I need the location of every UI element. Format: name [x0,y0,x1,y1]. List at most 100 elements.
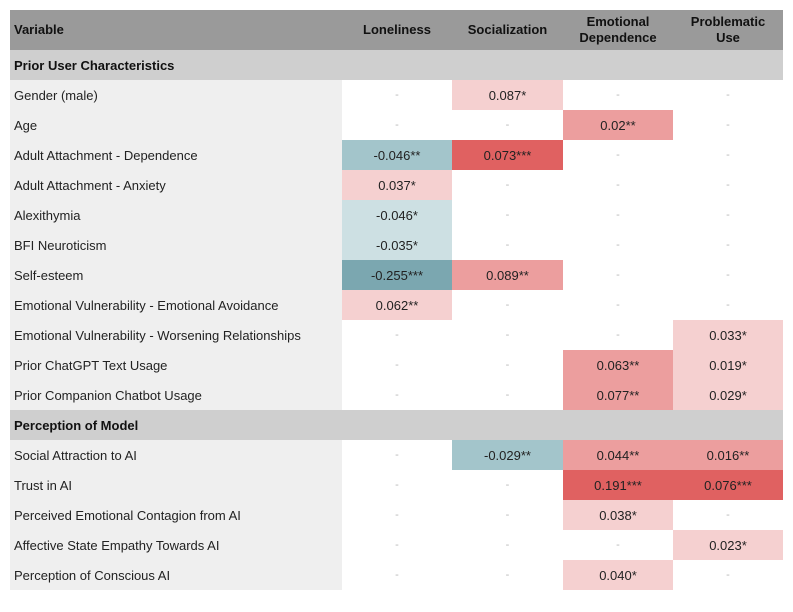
table-body: Prior User Characteristics Gender (male) -… [10,50,783,590]
coefficient-cell: - [505,119,510,131]
coefficient-cell: - [395,479,399,491]
coefficient-cell: 0.076*** [673,470,783,500]
coefficient-cell: - [616,299,620,311]
coefficient-cell: - [616,209,620,221]
row-label: Gender (male) [10,80,342,110]
header-emotional-dependence-line2: Dependence [579,30,657,45]
table-row: Prior Companion Chatbot Usage - - 0.077** 0.… [10,380,783,410]
coefficient-cell: - [505,539,510,551]
coefficient-cell: - [395,329,399,341]
coefficient-cell: - [395,389,399,401]
coefficient-cell: - [726,239,730,251]
coefficient-cell: - [616,149,620,161]
coefficient-cell: - [616,179,620,191]
header-variable: Variable [14,22,64,37]
row-label: Prior Companion Chatbot Usage [10,380,342,410]
table-row: Self-esteem -0.255*** 0.089** - - [10,260,783,290]
coefficient-cell: - [726,509,730,521]
coefficient-cell: - [726,149,730,161]
coefficient-cell: - [616,329,620,341]
coefficient-cell: - [726,569,730,581]
coefficient-cell: 0.089** [452,260,563,290]
regression-table-container: Variable Loneliness Socialization Emotio… [10,10,783,590]
table-row: Emotional Vulnerability - Worsening Rela… [10,320,783,350]
coefficient-cell: -0.035* [342,230,452,260]
coefficient-cell: - [726,209,730,221]
coefficient-cell: -0.255*** [342,260,452,290]
table-row: Adult Attachment - Dependence -0.046** 0.0… [10,140,783,170]
row-label: Adult Attachment - Anxiety [10,170,342,200]
header-socialization: Socialization [467,22,548,37]
coefficient-cell: 0.033* [673,320,783,350]
table-row: Trust in AI - - 0.191*** 0.076*** [10,470,783,500]
coefficient-cell: - [616,539,620,551]
coefficient-cell: - [505,209,510,221]
section-title: Prior User Characteristics [14,57,175,73]
section-header-row: Prior User Characteristics [10,50,783,80]
coefficient-cell: 0.02** [563,110,673,140]
coefficient-cell: 0.077** [563,380,673,410]
section-title: Perception of Model [14,417,139,433]
coefficient-cell: - [505,329,510,341]
table-header: Variable Loneliness Socialization Emotio… [10,10,783,50]
coefficient-cell: 0.038* [563,500,673,530]
coefficient-cell: - [726,119,730,131]
row-label: Perception of Conscious AI [10,560,342,590]
coefficient-cell: 0.016** [673,440,783,470]
row-label: Affective State Empathy Towards AI [10,530,342,560]
coefficient-cell: - [726,179,730,191]
header-emotional-dependence: Emotional Dependence [563,10,673,50]
coefficient-cell: - [395,119,399,131]
coefficient-cell: 0.023* [673,530,783,560]
coefficient-cell: 0.040* [563,560,673,590]
table-row: Gender (male) - 0.087* - - [10,80,783,110]
row-label: Perceived Emotional Contagion from AI [10,500,342,530]
row-label: Social Attraction to AI [10,440,342,470]
coefficient-cell: - [505,239,510,251]
table-row: Perceived Emotional Contagion from AI - - 0… [10,500,783,530]
coefficient-cell: 0.073*** [452,140,563,170]
table-row: Prior ChatGPT Text Usage - - 0.063** 0.019* [10,350,783,380]
coefficient-cell: - [395,539,399,551]
header-problematic-use-line2: Use [716,30,740,45]
header-loneliness: Loneliness [363,22,431,37]
coefficient-cell: - [505,479,510,491]
coefficient-cell: - [726,299,730,311]
row-label: BFI Neuroticism [10,230,342,260]
coefficient-cell: - [395,509,399,521]
table-row: Affective State Empathy Towards AI - - - 0.0… [10,530,783,560]
coefficient-cell: - [505,359,510,371]
coefficient-cell: 0.063** [563,350,673,380]
coefficient-cell: 0.019* [673,350,783,380]
row-label: Self-esteem [10,260,342,290]
coefficient-cell: - [505,569,510,581]
coefficient-cell: - [505,179,510,191]
coefficient-cell: - [395,89,399,101]
coefficient-cell: 0.044** [563,440,673,470]
coefficient-cell: - [505,299,510,311]
row-label: Trust in AI [10,470,342,500]
table-row: Alexithymia -0.046* - - - [10,200,783,230]
coefficient-cell: 0.037* [342,170,452,200]
row-label: Emotional Vulnerability - Emotional Avoi… [10,290,342,320]
table-row: BFI Neuroticism -0.035* - - - [10,230,783,260]
section-header-row: Perception of Model [10,410,783,440]
coefficient-cell: - [616,269,620,281]
coefficient-cell: - [395,569,399,581]
coefficient-cell: - [395,449,399,461]
header-problematic-use-line1: Problematic [690,14,766,29]
coefficient-cell: - [505,509,510,521]
row-label: Prior ChatGPT Text Usage [10,350,342,380]
regression-table: Variable Loneliness Socialization Emotio… [10,10,783,590]
table-row: Social Attraction to AI - -0.029** 0.044** 0… [10,440,783,470]
coefficient-cell: -0.046** [342,140,452,170]
row-label: Alexithymia [10,200,342,230]
table-row: Perception of Conscious AI - - 0.040* - [10,560,783,590]
coefficient-cell: - [726,269,730,281]
coefficient-cell: - [616,89,620,101]
table-row: Adult Attachment - Anxiety 0.037* - - - [10,170,783,200]
coefficient-cell: - [395,359,399,371]
coefficient-cell: 0.029* [673,380,783,410]
coefficient-cell: 0.087* [452,80,563,110]
row-label: Adult Attachment - Dependence [10,140,342,170]
